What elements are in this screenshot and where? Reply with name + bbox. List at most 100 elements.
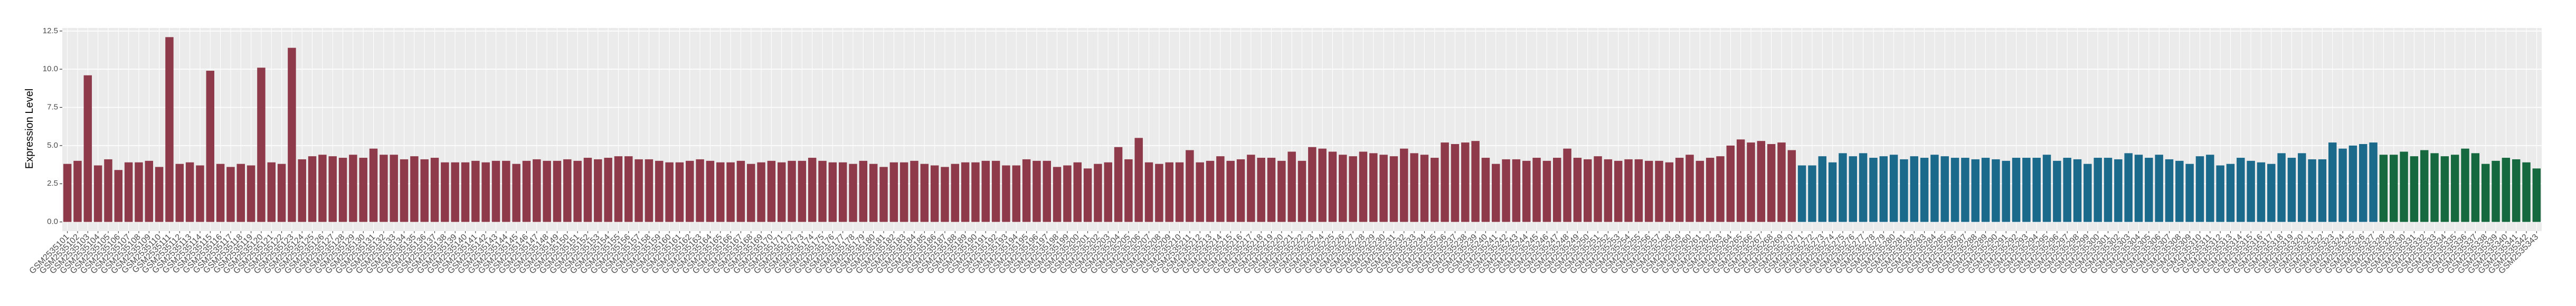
bar bbox=[1777, 142, 1786, 222]
bar bbox=[910, 160, 918, 222]
bar bbox=[257, 68, 266, 222]
bar bbox=[553, 160, 562, 222]
y-tick-label: 0.0 bbox=[47, 217, 58, 226]
bar bbox=[2328, 142, 2337, 222]
bar bbox=[1492, 164, 1500, 222]
bar bbox=[1186, 150, 1194, 222]
bar bbox=[2257, 162, 2266, 222]
bar bbox=[2114, 159, 2123, 222]
bar bbox=[1869, 158, 1878, 222]
bar bbox=[1196, 162, 1204, 222]
bar bbox=[583, 158, 592, 222]
bar bbox=[1410, 153, 1418, 222]
bar bbox=[2155, 155, 2163, 222]
bar bbox=[655, 160, 664, 222]
bar bbox=[2471, 153, 2480, 222]
bar bbox=[2002, 160, 2010, 222]
bar bbox=[859, 160, 868, 222]
bar bbox=[1379, 155, 1388, 222]
bar bbox=[879, 167, 888, 222]
bar bbox=[2032, 158, 2041, 222]
bar bbox=[1349, 156, 1357, 222]
bar bbox=[1287, 151, 1296, 222]
bar bbox=[808, 158, 817, 222]
bar bbox=[798, 160, 807, 222]
bar bbox=[563, 159, 572, 222]
bar bbox=[849, 164, 857, 222]
bar bbox=[2226, 164, 2235, 222]
bar bbox=[2042, 155, 2051, 222]
bar bbox=[1685, 155, 1694, 222]
bar bbox=[1328, 151, 1337, 222]
bar bbox=[1155, 164, 1163, 222]
bar bbox=[1767, 144, 1776, 222]
bar bbox=[634, 159, 643, 222]
bar bbox=[502, 160, 510, 222]
bar bbox=[1696, 160, 1704, 222]
bar bbox=[899, 162, 908, 222]
bar bbox=[2379, 155, 2388, 222]
bar bbox=[2277, 153, 2286, 222]
bar bbox=[2440, 156, 2449, 222]
bar bbox=[1431, 158, 1439, 222]
bar bbox=[1359, 151, 1368, 222]
bar bbox=[318, 155, 327, 222]
bar bbox=[2400, 151, 2408, 222]
bar bbox=[889, 162, 898, 222]
bar bbox=[216, 164, 225, 222]
bar bbox=[2216, 165, 2224, 222]
bar bbox=[573, 160, 582, 222]
bar bbox=[1808, 165, 1816, 222]
bar bbox=[430, 158, 439, 222]
bar bbox=[777, 162, 786, 222]
bar bbox=[869, 164, 878, 222]
bar bbox=[1624, 159, 1633, 222]
bar bbox=[1226, 160, 1235, 222]
bar bbox=[2359, 144, 2367, 222]
bar bbox=[1747, 142, 1755, 222]
bar bbox=[1318, 148, 1327, 222]
bar bbox=[441, 162, 449, 222]
bar bbox=[83, 75, 92, 222]
bar bbox=[2461, 148, 2469, 222]
bar bbox=[1655, 160, 1663, 222]
bar bbox=[1124, 159, 1133, 222]
bar bbox=[236, 164, 245, 222]
bar bbox=[1471, 141, 1480, 222]
bar bbox=[1930, 155, 1939, 222]
bar bbox=[2237, 158, 2245, 222]
bar bbox=[1012, 165, 1021, 222]
bar bbox=[1420, 155, 1429, 222]
bar bbox=[93, 165, 102, 222]
bar bbox=[746, 164, 755, 222]
bar bbox=[1542, 160, 1551, 222]
bar bbox=[512, 164, 520, 222]
bar bbox=[1940, 156, 1949, 222]
bar bbox=[767, 160, 776, 222]
bar bbox=[175, 164, 184, 222]
bar bbox=[491, 160, 500, 222]
bar bbox=[349, 155, 357, 222]
bar bbox=[991, 160, 1000, 222]
bar bbox=[2022, 158, 2031, 222]
bar bbox=[1665, 162, 1674, 222]
bar bbox=[1787, 150, 1796, 222]
bar bbox=[359, 158, 367, 222]
bar bbox=[1083, 168, 1092, 222]
bar bbox=[1073, 162, 1082, 222]
bar bbox=[1400, 148, 1408, 222]
bar bbox=[2338, 148, 2347, 222]
bar bbox=[1971, 159, 1980, 222]
bar bbox=[247, 165, 255, 222]
bar bbox=[1022, 159, 1031, 222]
bar bbox=[308, 156, 317, 222]
bar bbox=[2175, 160, 2184, 222]
bar bbox=[1104, 162, 1112, 222]
bar bbox=[1144, 162, 1153, 222]
bar bbox=[2053, 160, 2061, 222]
bar bbox=[461, 162, 470, 222]
bar bbox=[1736, 139, 1745, 222]
bar bbox=[338, 158, 347, 222]
bar bbox=[155, 167, 164, 222]
bar bbox=[930, 165, 939, 222]
